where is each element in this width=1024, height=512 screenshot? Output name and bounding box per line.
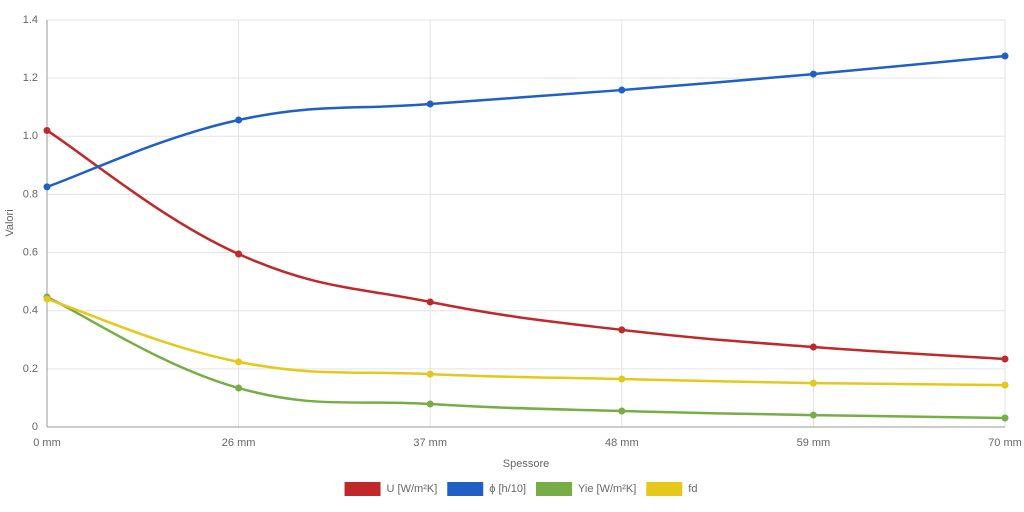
data-point bbox=[426, 400, 434, 408]
data-point bbox=[235, 250, 243, 258]
y-tick-label: 1.2 bbox=[23, 72, 38, 84]
legend-swatch bbox=[447, 482, 484, 496]
data-point bbox=[426, 298, 434, 306]
data-point bbox=[1001, 414, 1009, 422]
y-tick-label: 0.2 bbox=[23, 363, 38, 375]
data-point bbox=[235, 384, 243, 392]
y-tick-label: 1.0 bbox=[23, 130, 38, 142]
series-line bbox=[46, 129, 1006, 361]
y-tick-label: 0 bbox=[32, 421, 38, 433]
data-point bbox=[426, 370, 434, 378]
data-point bbox=[235, 358, 243, 366]
data-point bbox=[618, 86, 626, 94]
series-line bbox=[46, 297, 1006, 387]
data-point bbox=[426, 100, 434, 108]
x-tick-label: 26 mm bbox=[222, 437, 256, 449]
y-axis-title: Valori bbox=[4, 209, 16, 236]
data-point bbox=[809, 411, 817, 419]
series-line bbox=[46, 295, 1006, 420]
legend-label: ϕ [h/10] bbox=[489, 483, 526, 495]
data-point bbox=[618, 375, 626, 383]
x-axis-title: Spessore bbox=[503, 458, 549, 470]
data-point bbox=[1001, 355, 1009, 363]
y-tick-label: 0.6 bbox=[23, 246, 38, 258]
legend-label: Yie [W/m²K] bbox=[578, 483, 636, 495]
y-tick-label: 0.4 bbox=[23, 305, 38, 317]
data-point bbox=[618, 407, 626, 415]
data-point bbox=[809, 379, 817, 387]
data-point bbox=[43, 295, 51, 303]
x-tick-label: 70 mm bbox=[988, 437, 1022, 449]
series-line bbox=[46, 54, 1006, 189]
data-point bbox=[809, 70, 817, 78]
data-point bbox=[1001, 381, 1009, 389]
x-tick-label: 59 mm bbox=[797, 437, 831, 449]
x-tick-label: 48 mm bbox=[605, 437, 639, 449]
y-tick-label: 1.4 bbox=[23, 14, 38, 26]
legend-swatch bbox=[344, 482, 381, 496]
data-point bbox=[1001, 52, 1009, 60]
data-point bbox=[235, 116, 243, 124]
data-point bbox=[618, 326, 626, 334]
legend: U [W/m²K] ϕ [h/10] Yie [W/m²K] fd bbox=[344, 482, 697, 496]
legend-label: fd bbox=[688, 483, 697, 495]
x-tick-label: 0 mm bbox=[33, 437, 61, 449]
legend-swatch bbox=[646, 482, 683, 496]
data-point bbox=[43, 183, 51, 191]
x-tick-label: 37 mm bbox=[413, 437, 447, 449]
y-tick-label: 0.8 bbox=[23, 188, 38, 200]
legend-swatch bbox=[536, 482, 573, 496]
legend-label: U [W/m²K] bbox=[387, 483, 438, 495]
data-point bbox=[809, 343, 817, 351]
data-point bbox=[43, 126, 51, 134]
